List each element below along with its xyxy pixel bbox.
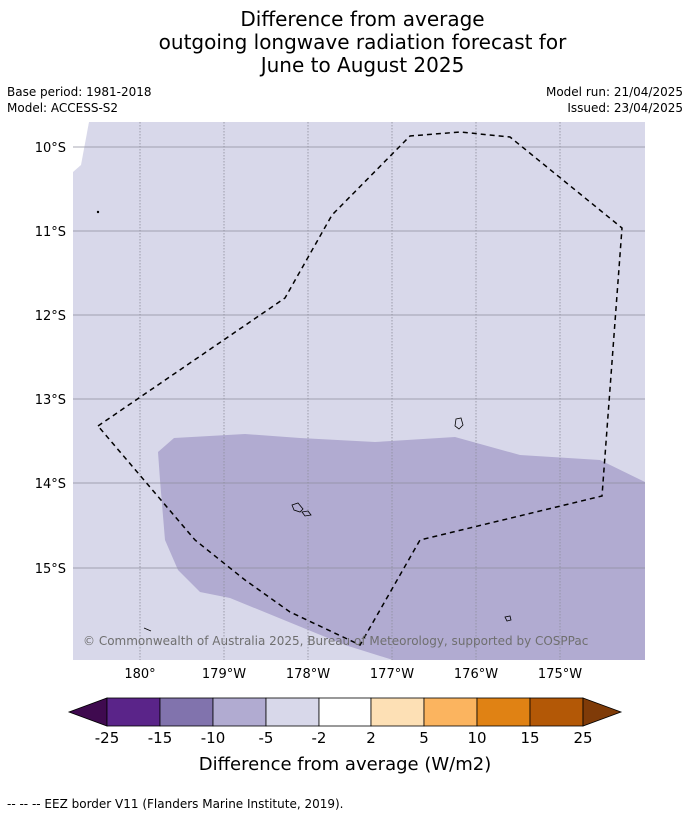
gridlines (73, 122, 645, 660)
lon-label: 175°W (538, 667, 582, 682)
chart-title: Difference from average outgoing longwav… (0, 8, 690, 77)
island (301, 510, 312, 517)
island (504, 615, 512, 622)
colorbar-tick: -15 (148, 729, 173, 747)
map-panel: © Commonwealth of Australia 2025, Bureau… (35, 122, 645, 682)
colorbar-extend-high (582, 697, 623, 727)
lat-label: 10°S (35, 141, 66, 156)
colorbar-tick: -10 (201, 729, 226, 747)
title-line-2: outgoing longwave radiation forecast for (158, 30, 567, 54)
lat-label: 12°S (35, 309, 66, 324)
eez-border (96, 131, 623, 646)
lon-label: 178°W (286, 667, 330, 682)
lon-label: 180° (124, 667, 155, 682)
colorbar-extend-low (67, 697, 108, 727)
issued-date: Issued: 23/04/2025 (567, 101, 683, 115)
lon-labels: 180° 179°W 178°W 177°W 176°W 175°W (124, 667, 582, 682)
title-line-3: June to August 2025 (260, 53, 465, 77)
colorbar-swatch (212, 697, 267, 727)
colorbar-tick: -5 (259, 729, 274, 747)
colorbar-label: Difference from average (W/m2) (199, 754, 491, 775)
colorbar-swatch (265, 697, 320, 727)
colorbar-tick: 15 (520, 729, 539, 747)
lat-label: 15°S (35, 562, 66, 577)
island (454, 417, 464, 430)
meta-left: Base period: 1981-2018 Model: ACCESS-S2 (7, 84, 152, 116)
island (96, 210, 100, 214)
colorbar-tick: 2 (366, 729, 376, 747)
model-name: Model: ACCESS-S2 (7, 101, 119, 115)
colorbar-swatch (423, 697, 478, 727)
lat-label: 13°S (35, 393, 66, 408)
lon-label: 177°W (370, 667, 414, 682)
colorbar-swatch (106, 697, 161, 727)
base-period: Base period: 1981-2018 (7, 85, 152, 99)
colorbar-swatch (159, 697, 214, 727)
meta-right: Model run: 21/04/2025 Issued: 23/04/2025 (546, 84, 683, 116)
colorbar-swatch (370, 697, 425, 727)
lat-label: 14°S (35, 477, 66, 492)
colorbar-tick: -2 (312, 729, 327, 747)
colorbar-swatch (529, 697, 584, 727)
colorbar-swatch (476, 697, 531, 727)
lat-label: 11°S (35, 225, 66, 240)
colorbar-tick: 25 (573, 729, 592, 747)
copyright-text: © Commonwealth of Australia 2025, Bureau… (83, 634, 588, 648)
colorbar-ticks: -25 -15 -10 -5 -2 2 5 10 15 25 (95, 729, 593, 747)
eez-footnote: -- -- -- EEZ border V11 (Flanders Marine… (7, 797, 344, 811)
colorbar-swatch (318, 697, 372, 727)
colorbar-tick: 5 (419, 729, 429, 747)
lon-label: 176°W (454, 667, 498, 682)
islands (96, 210, 512, 632)
colorbar-tick: 10 (467, 729, 486, 747)
model-run: Model run: 21/04/2025 (545, 85, 683, 99)
lon-label: 179°W (202, 667, 246, 682)
colorbar: -25 -15 -10 -5 -2 2 5 10 15 25 Differenc… (67, 697, 623, 775)
anomaly-region (158, 434, 645, 660)
island (143, 627, 152, 632)
lat-labels: 10°S 11°S 12°S 13°S 14°S 15°S (35, 141, 66, 577)
colorbar-tick: -25 (95, 729, 120, 747)
island (291, 502, 304, 513)
title-line-1: Difference from average (240, 7, 485, 31)
